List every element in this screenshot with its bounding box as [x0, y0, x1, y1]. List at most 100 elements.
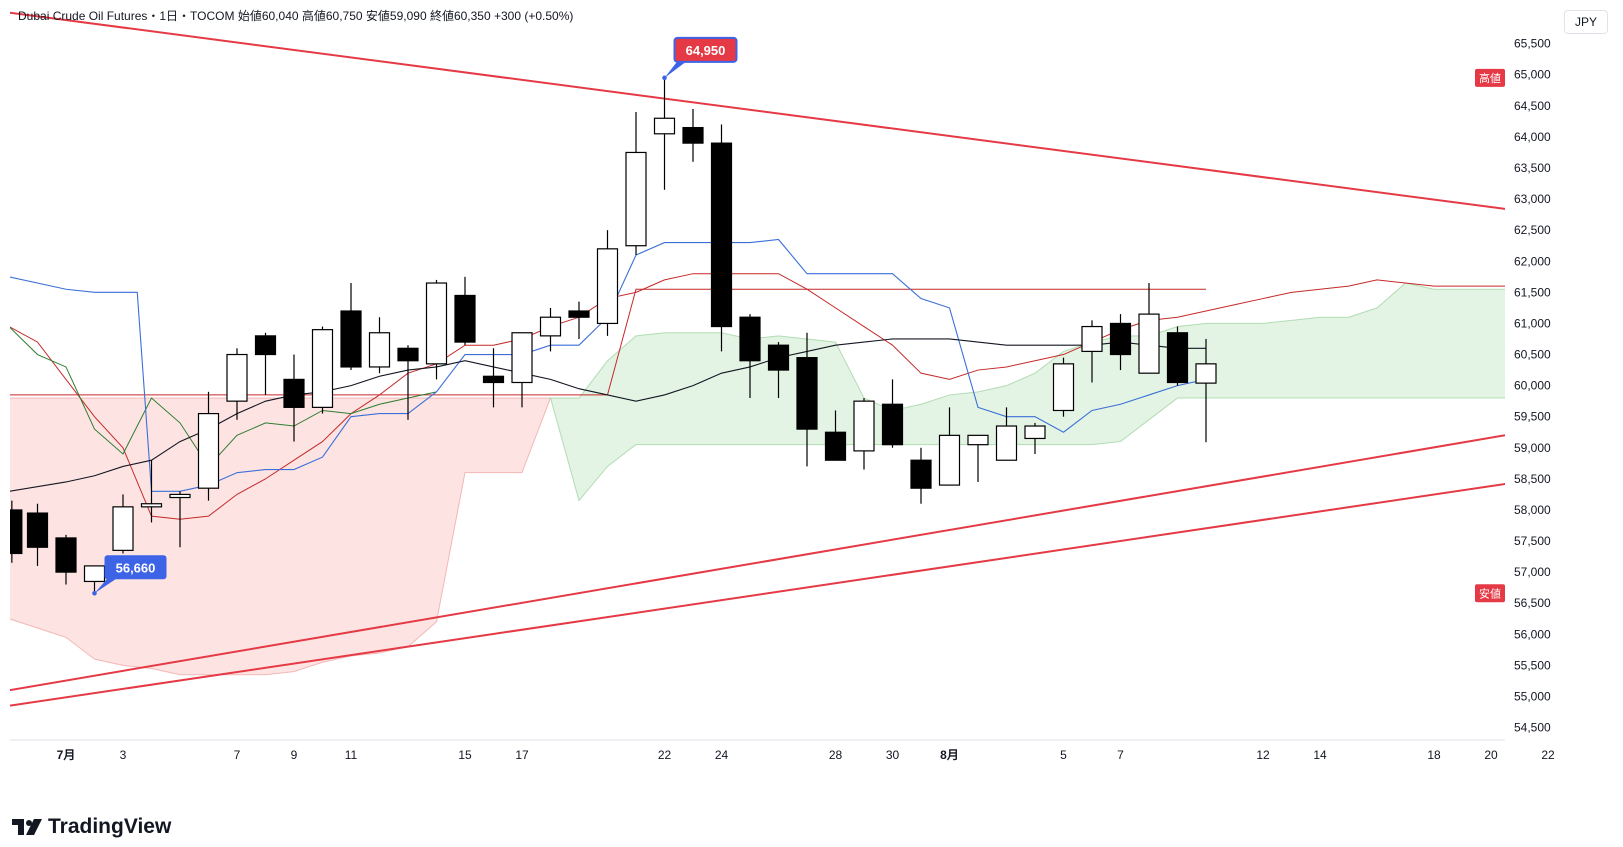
candle-body: [881, 403, 904, 446]
bullish-cloud-lower-edge: [550, 397, 1505, 502]
trendline-3: [10, 482, 1505, 707]
candle-body: [824, 431, 847, 461]
candle-body: [10, 509, 23, 555]
y-tick-label: 60,000: [1514, 379, 1551, 393]
y-tick-label: 55,000: [1514, 689, 1551, 703]
y-tick-label: 58,000: [1514, 503, 1551, 517]
candle-body: [55, 537, 77, 573]
x-tick-label: 14: [1313, 748, 1327, 762]
candle-body: [1166, 332, 1189, 384]
symbol-header: Dubai Crude Oil Futures・1日・TOCOM 始値60,04…: [18, 9, 574, 23]
currency-selector[interactable]: JPY: [1564, 10, 1608, 34]
x-tick-label: 11: [345, 748, 358, 762]
leading-span-a-line: [10, 273, 1505, 520]
y-tick-label: 56,000: [1514, 627, 1551, 641]
x-tick-label: 22: [658, 748, 672, 762]
candle-body: [283, 378, 305, 408]
tradingview-logo-icon: [12, 819, 42, 835]
callout-box: [673, 36, 738, 63]
y-tick-label: 60,500: [1514, 348, 1551, 362]
candle-body: [425, 282, 448, 365]
tradingview-logo-text: TradingView: [48, 815, 172, 838]
x-tick-label: 8月: [940, 748, 959, 762]
candle-body: [767, 344, 790, 371]
candle-body: [995, 425, 1018, 461]
candle-body: [254, 335, 277, 356]
callout-pointer: [94, 577, 119, 594]
candle-body: [482, 375, 505, 384]
x-tick-label: 7: [1117, 748, 1124, 762]
x-tick-label: 22: [1541, 748, 1555, 762]
y-tick-label: 55,500: [1514, 658, 1551, 672]
candle-body: [1138, 313, 1160, 374]
y-tick-label: 65,500: [1514, 37, 1551, 51]
x-tick-label: 30: [886, 748, 900, 762]
trendline-1: [10, 11, 1505, 210]
candle-body: [938, 434, 961, 486]
y-tick-label: 61,000: [1514, 316, 1551, 330]
y-tick-label: 63,000: [1514, 192, 1551, 206]
candle-body: [682, 126, 704, 144]
candle-body: [596, 248, 619, 325]
y-tick-label: 54,500: [1514, 721, 1551, 735]
low-axis-marker: 安値: [1479, 586, 1501, 600]
y-tick-label: 57,000: [1514, 565, 1551, 579]
candle-body: [112, 506, 134, 551]
y-axis[interactable]: 54,500 55,000 55,500 56,000 56,500 57,000 57,5…: [1475, 37, 1551, 735]
candle-body: [539, 316, 562, 337]
price-callouts: 64,950 56,660: [92, 36, 738, 596]
candle-body: [454, 294, 476, 343]
x-tick-label: 15: [458, 748, 472, 762]
callout-box: [104, 555, 167, 580]
y-tick-label: 58,500: [1514, 472, 1551, 486]
candle-body: [511, 332, 533, 384]
x-tick-label: 5: [1060, 748, 1067, 762]
ichimoku-cloud: [10, 282, 1505, 676]
trendline-2: [10, 434, 1505, 692]
y-tick-label: 65,000: [1514, 68, 1551, 82]
high-price-callout: 64,950: [686, 43, 726, 58]
candle-body: [710, 142, 733, 328]
base-line: [10, 338, 1206, 492]
candle-body: [796, 357, 818, 430]
x-tick-label: 18: [1427, 748, 1441, 762]
candle-body: [368, 332, 391, 368]
x-tick-label: 20: [1484, 748, 1498, 762]
x-tick-label: 17: [515, 748, 529, 762]
candle-body: [739, 316, 761, 362]
candle-body: [967, 434, 989, 446]
leading-span-b-line: [10, 288, 1206, 396]
candle-body: [653, 117, 676, 135]
bullish-cloud: [550, 283, 1505, 501]
high-axis-marker: 高値: [1479, 71, 1501, 85]
y-tick-label: 64,500: [1514, 99, 1551, 113]
y-tick-label: 59,500: [1514, 410, 1551, 424]
y-tick-label: 64,000: [1514, 130, 1551, 144]
x-tick-label: 12: [1256, 748, 1270, 762]
callout-pointer: [664, 59, 689, 78]
x-tick-label: 24: [715, 748, 729, 762]
x-tick-label: 3: [120, 748, 127, 762]
x-tick-label: 9: [291, 748, 298, 762]
candle-body: [1052, 363, 1075, 412]
trendlines: [10, 11, 1505, 707]
axis-marker-box: [1475, 584, 1505, 603]
candle-body: [625, 151, 647, 247]
y-tick-label: 63,500: [1514, 161, 1551, 175]
candle-body: [1109, 322, 1132, 356]
lagging-span-line: [10, 326, 437, 468]
candle-body: [26, 512, 49, 548]
y-tick-label: 62,000: [1514, 254, 1551, 268]
candle-body: [1081, 325, 1103, 353]
candle-body: [226, 353, 248, 402]
candle-body: [311, 329, 334, 408]
tradingview-logo[interactable]: TradingView: [12, 815, 171, 839]
x-tick-label: 28: [829, 748, 843, 762]
bearish-cloud-lower-edge: [10, 397, 551, 676]
low-price-callout: 56,660: [116, 560, 156, 575]
candle-body: [910, 459, 932, 489]
x-axis[interactable]: 7月379111517222428308月57121418202226289月3…: [10, 739, 1623, 762]
y-tick-label: 61,500: [1514, 285, 1551, 299]
candle-body: [1195, 363, 1217, 384]
